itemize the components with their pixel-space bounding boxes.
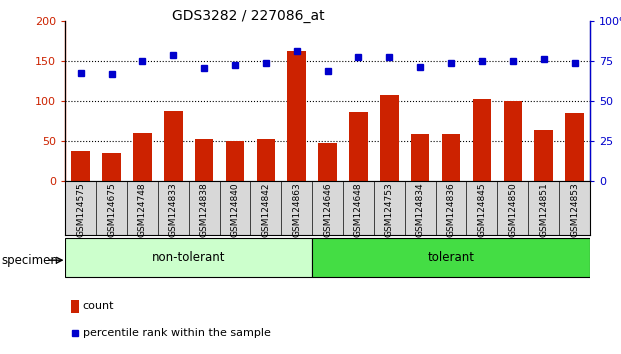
Text: GSM124646: GSM124646 [323,182,332,237]
Bar [102,154,120,181]
Text: GSM124648: GSM124648 [354,182,363,237]
Text: GSM124575: GSM124575 [76,182,85,237]
Text: GSM124863: GSM124863 [292,182,301,237]
Bar [411,134,430,181]
Bar [195,139,214,181]
Bar [312,238,590,278]
Bar [380,95,399,181]
Bar [473,98,491,181]
Text: GSM124851: GSM124851 [539,182,548,237]
Bar [504,101,522,181]
Text: GSM124834: GSM124834 [415,182,425,237]
Text: GSM124840: GSM124840 [230,182,240,237]
Bar [164,111,183,181]
Bar [288,51,306,181]
Text: GSM124836: GSM124836 [446,182,456,237]
Text: GSM124675: GSM124675 [107,182,116,237]
Text: GSM124753: GSM124753 [385,182,394,237]
Text: specimen: specimen [1,254,58,267]
Bar [133,133,152,181]
Text: tolerant: tolerant [427,251,474,264]
Text: non-tolerant: non-tolerant [152,251,225,264]
Text: GSM124842: GSM124842 [261,182,270,237]
Text: GSM124838: GSM124838 [199,182,209,237]
Text: GSM124850: GSM124850 [508,182,517,237]
Bar [442,133,460,181]
Bar [319,143,337,181]
Bar [535,130,553,181]
Bar [349,112,368,181]
Bar [256,139,275,181]
Text: GSM124748: GSM124748 [138,182,147,237]
Text: GDS3282 / 227086_at: GDS3282 / 227086_at [172,9,325,23]
Text: GSM124833: GSM124833 [169,182,178,237]
Bar [565,113,584,181]
Text: percentile rank within the sample: percentile rank within the sample [83,328,271,338]
Text: GSM124845: GSM124845 [478,182,486,237]
Text: count: count [83,301,114,311]
Bar [71,151,90,181]
Bar [65,238,312,278]
Text: GSM124853: GSM124853 [570,182,579,237]
Bar [225,141,244,181]
